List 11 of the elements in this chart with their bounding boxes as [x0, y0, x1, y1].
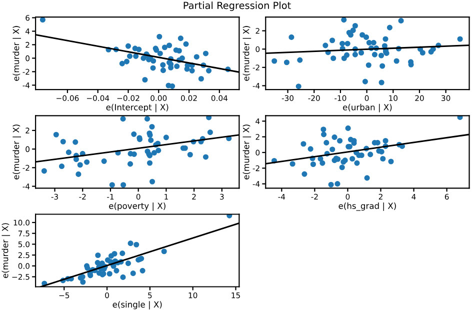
- x-axis-title: e(poverty | X): [109, 202, 166, 211]
- y-axis-title: e(murder | X): [2, 223, 10, 278]
- y-axis-title: e(murder | X): [12, 124, 21, 180]
- x-axis-title: e(Intercept | X): [106, 104, 168, 112]
- y-axis-title: e(murder | X): [242, 124, 252, 180]
- x-axis-title: e(single | X): [112, 301, 162, 310]
- x-axis-title: e(hs_grad | X): [338, 202, 396, 211]
- y-axis-title: e(murder | X): [12, 26, 21, 81]
- y-axis-title: e(murder | X): [242, 26, 252, 81]
- chart-title: Partial Regression Plot: [184, 2, 291, 11]
- x-axis-title: e(urban | X): [342, 104, 392, 112]
